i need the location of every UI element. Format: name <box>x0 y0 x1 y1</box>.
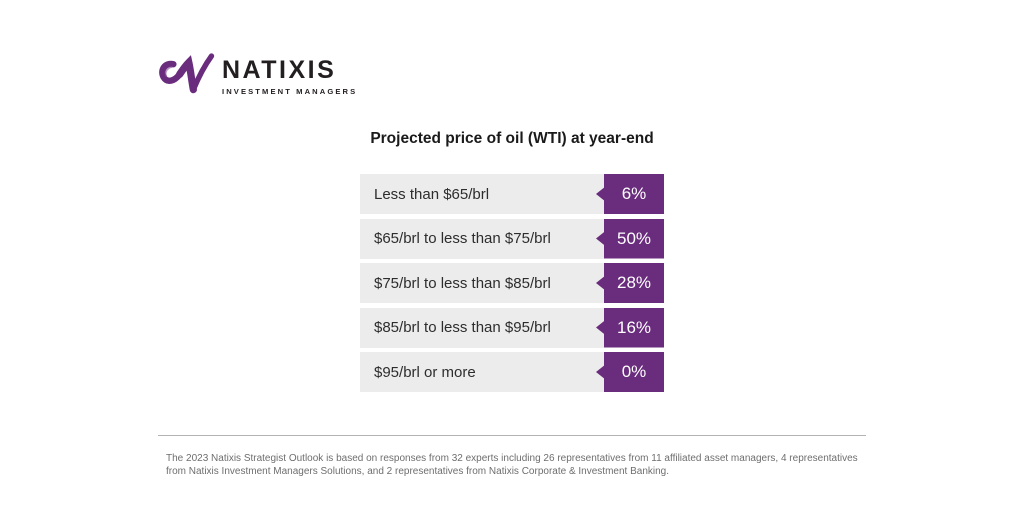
value-badge: 6% <box>596 174 664 214</box>
survey-row: $85/brl to less than $95/brl 16% <box>360 307 664 348</box>
category-label: $65/brl to less than $75/brl <box>360 218 604 259</box>
value-badge: 16% <box>596 307 664 348</box>
brush-checkmark-icon <box>159 53 215 94</box>
category-label: Less than $65/brl <box>360 174 604 214</box>
footer-divider <box>158 435 866 436</box>
survey-rows: Less than $65/brl 6% $65/brl to less than … <box>360 174 664 392</box>
survey-row: $75/brl to less than $85/brl 28% <box>360 263 664 303</box>
value-badge: 50% <box>596 218 664 259</box>
survey-row: Less than $65/brl 6% <box>360 174 664 214</box>
survey-row: $95/brl or more 0% <box>360 352 664 392</box>
logo-text: NATIXIS INVESTMENT MANAGERS <box>222 56 358 97</box>
logo-tagline: INVESTMENT MANAGERS <box>222 87 358 96</box>
logo-brand: NATIXIS <box>222 56 337 84</box>
category-label: $85/brl to less than $95/brl <box>360 307 604 348</box>
chart-title: Projected price of oil (WTI) at year-end <box>370 130 654 147</box>
value-badge: 0% <box>596 352 664 392</box>
category-label: $95/brl or more <box>360 352 604 392</box>
category-label: $75/brl to less than $85/brl <box>360 263 604 303</box>
survey-row: $65/brl to less than $75/brl 50% <box>360 218 664 259</box>
footnote-text: The 2023 Natixis Strategist Outlook is b… <box>166 453 858 478</box>
value-badge: 28% <box>596 263 664 303</box>
natixis-logo: NATIXIS INVESTMENT MANAGERS <box>158 50 357 100</box>
